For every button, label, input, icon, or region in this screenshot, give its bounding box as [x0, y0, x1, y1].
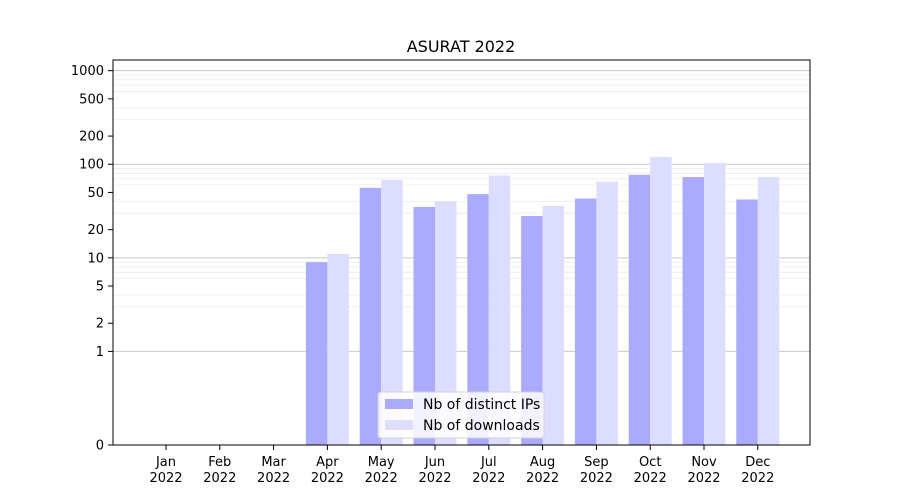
- x-tick-label-year: 2022: [580, 471, 613, 486]
- plot-frame: [112, 59, 811, 446]
- x-tick-label-month: Feb: [208, 455, 231, 470]
- x-tick-label-year: 2022: [203, 471, 236, 486]
- bar-downloads: [488, 175, 511, 445]
- legend-label: Nb of distinct IPs: [423, 397, 540, 413]
- bar-ips: [521, 215, 543, 445]
- bar-ips: [682, 177, 704, 446]
- bar-downloads: [596, 181, 618, 446]
- y-tick-label: 50: [87, 186, 104, 201]
- y-tick-label: 20: [87, 223, 104, 238]
- x-tick-label-month: May: [368, 455, 395, 470]
- y-tick-label: 2: [96, 317, 104, 332]
- legend-label: Nb of downloads: [423, 418, 540, 434]
- bar-downloads: [327, 253, 349, 445]
- y-tick-label: 500: [79, 92, 104, 107]
- y-tick-label: 10: [87, 251, 104, 266]
- x-tick-label-month: Jun: [424, 455, 445, 470]
- x-tick-label-month: Apr: [316, 455, 339, 470]
- x-tick-label-year: 2022: [526, 471, 559, 486]
- y-tick-label: 100: [79, 158, 104, 173]
- legend: Nb of distinct IPs Nb of downloads: [377, 391, 545, 439]
- x-tick-label-month: Sep: [584, 455, 609, 470]
- x-tick-label-month: Jul: [480, 455, 497, 470]
- y-tick-label: 1: [96, 345, 104, 360]
- grid-lines: [113, 70, 810, 352]
- x-tick-label-year: 2022: [741, 471, 774, 486]
- x-tick-label-month: Nov: [691, 455, 717, 470]
- legend-swatch: [385, 399, 413, 409]
- x-tick-label-year: 2022: [365, 471, 398, 486]
- y-tick-label: 1000: [71, 64, 104, 79]
- bar-downloads: [757, 177, 780, 446]
- y-axis: 0 1 2 5 10 20 50 100 200 500 1000: [71, 64, 113, 454]
- x-tick-label-month: Oct: [639, 455, 661, 470]
- bar-downloads: [435, 201, 457, 445]
- bar-downloads: [542, 205, 565, 445]
- x-tick-label-year: 2022: [311, 471, 344, 486]
- y-tick-label: 5: [96, 280, 104, 295]
- bar-ips: [467, 194, 489, 445]
- bar-ips: [628, 174, 651, 445]
- x-tick-label-year: 2022: [257, 471, 290, 486]
- x-tick-label-year: 2022: [418, 471, 451, 486]
- x-tick-label-month: Dec: [745, 455, 770, 470]
- legend-swatch: [385, 420, 413, 430]
- y-tick-label: 0: [96, 439, 104, 454]
- bar-ips: [413, 206, 435, 445]
- bar-ips: [305, 262, 328, 445]
- legend-box: [377, 391, 545, 439]
- bar-downloads: [650, 156, 672, 446]
- bar-downloads: [381, 179, 403, 445]
- bar-ips: [574, 198, 597, 445]
- x-tick-label-year: 2022: [149, 471, 182, 486]
- x-tick-label-month: Aug: [530, 455, 555, 470]
- x-tick-label-year: 2022: [687, 471, 720, 486]
- x-tick-label-month: Mar: [261, 455, 286, 470]
- bar-ips: [736, 199, 758, 445]
- x-tick-label-year: 2022: [634, 471, 667, 486]
- x-tick-label-month: Jan: [155, 455, 176, 470]
- x-axis: Jan2022Feb2022Mar2022Apr2022May2022Jun20…: [149, 445, 774, 486]
- bar-ips: [359, 187, 382, 445]
- y-tick-label: 200: [79, 130, 104, 145]
- bars: [305, 156, 780, 446]
- x-tick-label-year: 2022: [472, 471, 505, 486]
- chart-title: ASURAT 2022: [407, 37, 516, 56]
- bar-downloads: [704, 163, 726, 445]
